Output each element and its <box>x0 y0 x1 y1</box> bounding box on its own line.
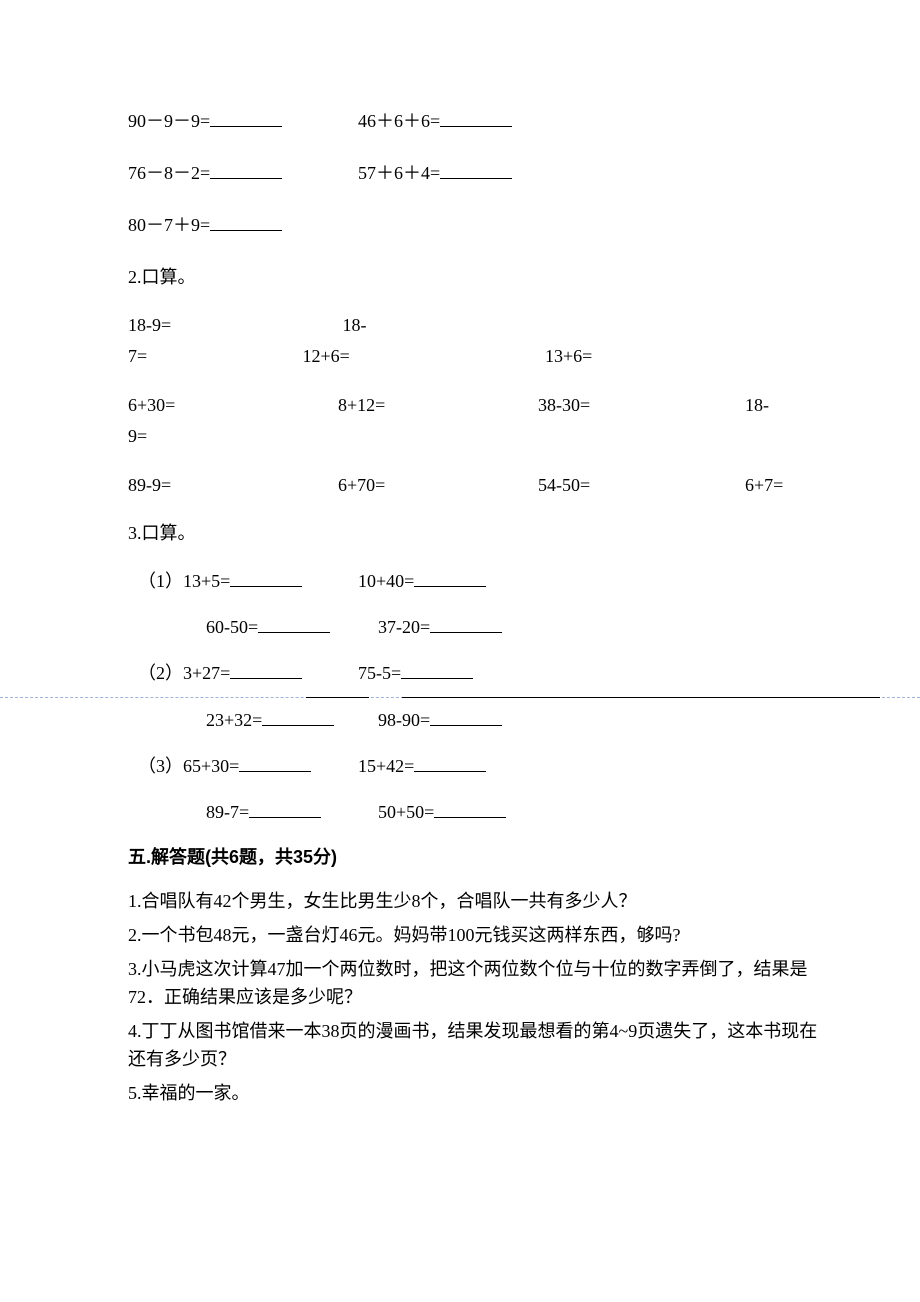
s2-r3-b: 6+70= <box>338 472 538 499</box>
answer-blank[interactable] <box>230 568 302 587</box>
s5-q2: 2.一个书包48元，一盏台灯46元。妈妈带100元钱买这两样东西，够吗? <box>128 922 828 950</box>
s3-g1-r2: 60-50= 37-20= <box>128 614 828 640</box>
s3-g3-r1: （3）65+30= 15+42= <box>128 753 828 779</box>
s2-r2-c: 38-30= <box>538 392 745 419</box>
s3-g3-r2-b: 50+50= <box>378 799 506 825</box>
s3-g2-r2-b: 98-90= <box>378 707 502 733</box>
s5-q5: 5.幸福的一家。 <box>128 1080 828 1108</box>
s2-r3-a: 89-9= <box>128 472 338 499</box>
page: 90－9－9= 46＋6＋6= 76－8－2= 57＋6＋4= 80－7＋9= … <box>0 0 920 1302</box>
s2-r2-b: 8+12= <box>338 392 538 419</box>
content-area: 90－9－9= 46＋6＋6= 76－8－2= 57＋6＋4= 80－7＋9= … <box>128 108 828 1113</box>
expr-text: 46＋6＋6= <box>358 111 440 131</box>
answer-blank[interactable] <box>430 707 502 726</box>
s2-w2-a: 7= <box>128 343 298 370</box>
expr-text: 10+40= <box>358 571 414 591</box>
s3-g1-r1-b: 10+40= <box>358 568 486 594</box>
expr-text: 57＋6＋4= <box>358 163 440 183</box>
expr-text: 76－8－2= <box>128 163 210 183</box>
s3-group-1: （1）13+5= 10+40= 60-50= 37-20= <box>128 568 828 640</box>
expr-text: 90－9－9= <box>128 111 210 131</box>
s3-g2-r1-a: （2）3+27= <box>138 660 358 686</box>
answer-blank[interactable] <box>210 212 282 231</box>
answer-blank[interactable] <box>434 799 506 818</box>
s5-q1: 1.合唱队有42个男生，女生比男生少8个，合唱队一共有多少人？ <box>128 888 828 916</box>
s2-r2-dpre: 18- <box>745 392 769 419</box>
expr-text: （3）65+30= <box>138 756 239 776</box>
expr-text: （2）3+27= <box>138 663 230 683</box>
s3-g2-r2: 23+32= 98-90= <box>128 707 828 733</box>
expr-text: 15+42= <box>358 756 414 776</box>
s5-title: 五.解答题(共6题，共35分) <box>128 845 828 870</box>
answer-blank[interactable] <box>249 799 321 818</box>
s5-q4: 4.丁丁从图书馆借来一本38页的漫画书，结果发现最想看的第4~9页遗失了，这本书… <box>128 1018 828 1074</box>
expr-text: 60-50= <box>206 617 258 637</box>
s2-row-3: 89-9= 6+70= 54-50= 6+7= <box>128 472 828 499</box>
s3-g3-r2: 89-7= 50+50= <box>128 799 828 825</box>
s2-label: 2.口算。 <box>128 265 828 290</box>
s1-row-3: 80－7＋9= <box>128 212 828 238</box>
s3-g2-r1-b: 75-5= <box>358 660 473 686</box>
answer-blank[interactable] <box>262 707 334 726</box>
expr-text: （1）13+5= <box>138 571 230 591</box>
s3-label: 3.口算。 <box>128 521 828 546</box>
s2-wrap-line2: 7= 12+6= 13+6= <box>128 343 828 370</box>
s3-g3-r1-b: 15+42= <box>358 753 486 779</box>
s3-g3-r2-a: 89-7= <box>206 799 378 825</box>
expr-text: 80－7＋9= <box>128 215 210 235</box>
s3-g1-r2-b: 37-20= <box>378 614 502 640</box>
s3-g1-r1-a: （1）13+5= <box>138 568 358 594</box>
answer-blank[interactable] <box>430 614 502 633</box>
expr-text: 37-20= <box>378 617 430 637</box>
answer-blank[interactable] <box>210 108 282 127</box>
answer-blank[interactable] <box>440 160 512 179</box>
s1-r2-b: 57＋6＋4= <box>358 160 512 186</box>
s2-r3-d: 6+7= <box>745 472 783 499</box>
s2-row-2-cont: 9= <box>128 423 828 450</box>
expr-text: 75-5= <box>358 663 401 683</box>
expr-text: 89-7= <box>206 802 249 822</box>
answer-blank[interactable] <box>230 660 302 679</box>
s2-w2-c: 13+6= <box>545 343 592 370</box>
s2-r3-c: 54-50= <box>538 472 745 499</box>
answer-blank[interactable] <box>258 614 330 633</box>
s1-r3-a: 80－7＋9= <box>128 212 282 238</box>
answer-blank[interactable] <box>414 753 486 772</box>
s2-r2-dcont: 9= <box>128 426 147 446</box>
s3-g1-r2-a: 60-50= <box>206 614 378 640</box>
s2-wrap-line1: 18-9= 18- <box>128 312 828 339</box>
answer-blank[interactable] <box>414 568 486 587</box>
s1-r2-a: 76－8－2= <box>128 160 358 186</box>
s1-row-1: 90－9－9= 46＋6＋6= <box>128 108 828 134</box>
s1-row-2: 76－8－2= 57＋6＋4= <box>128 160 828 186</box>
s3-g3-r1-a: （3）65+30= <box>138 753 358 779</box>
s2-grid: 18-9= 18- 7= 12+6= 13+6= 6+30= 8+12= 38-… <box>128 312 828 499</box>
s3-g2-r2-a: 23+32= <box>206 707 378 733</box>
s3-g2-r1: （2）3+27= 75-5= <box>128 660 828 686</box>
s2-r2-a: 6+30= <box>128 392 338 419</box>
s5-q3: 3.小马虎这次计算47加一个两位数时，把这个两位数个位与十位的数字弄倒了，结果是… <box>128 956 828 1012</box>
s3-group-3: （3）65+30= 15+42= 89-7= 50+50= <box>128 753 828 825</box>
expr-text: 98-90= <box>378 710 430 730</box>
expr-text: 23+32= <box>206 710 262 730</box>
answer-blank[interactable] <box>239 753 311 772</box>
s1-r1-b: 46＋6＋6= <box>358 108 512 134</box>
s2-w1-bpre: 18- <box>343 312 367 339</box>
answer-blank[interactable] <box>210 160 282 179</box>
s3-group-2: （2）3+27= 75-5= 23+32= 98-90= <box>128 660 828 732</box>
answer-blank[interactable] <box>401 660 473 679</box>
s2-w2-b: 12+6= <box>303 343 541 370</box>
s1-r1-a: 90－9－9= <box>128 108 358 134</box>
s2-w1-a: 18-9= <box>128 312 338 339</box>
s2-row-2-block: 6+30= 8+12= 38-30= 18- <box>128 392 828 419</box>
expr-text: 50+50= <box>378 802 434 822</box>
answer-blank[interactable] <box>440 108 512 127</box>
s3-g1-r1: （1）13+5= 10+40= <box>128 568 828 594</box>
